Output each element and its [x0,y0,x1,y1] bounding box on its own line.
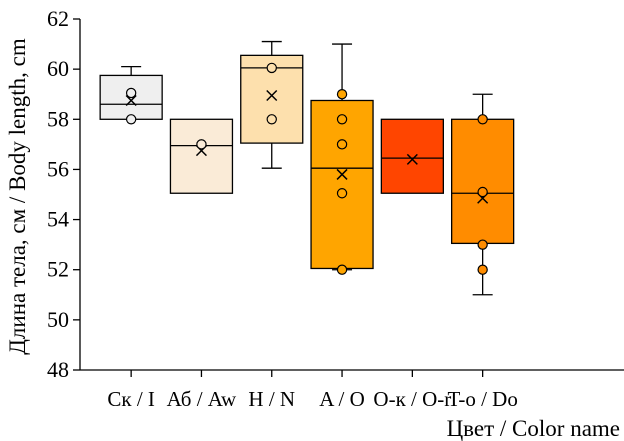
x-tick-label: Аб / Aw [167,387,237,411]
x-tick-label: A / O [319,387,365,411]
x-axis-ticks: Ск / I Аб / Aw H / N A / O O-к / O-rT-o / Do [107,370,518,411]
x-tick-label: H / N [248,387,295,411]
box [169,118,234,194]
y-tick-label: 52 [47,257,69,282]
data-point [125,114,137,125]
data-point [336,188,348,199]
box-group [450,93,515,296]
box-group [99,65,163,125]
data-point [336,89,348,100]
box [380,118,445,194]
y-tick-label: 56 [47,156,69,181]
data-point [125,87,137,99]
x-tick-label: Ск / I [107,387,155,411]
y-axis-ticks: 48 50 52 54 56 58 60 62 [47,6,80,382]
mean-marker [125,94,137,107]
box-group [169,118,234,194]
y-tick-label: 60 [47,56,69,81]
data-point [336,139,348,150]
box [450,118,515,245]
y-tick-label: 62 [47,6,69,31]
box [310,99,374,270]
y-tick-label: 54 [47,207,69,232]
x-tick-label: T-o / Do [447,387,517,411]
mean-marker [336,168,348,180]
data-point [477,186,488,198]
y-tick-label: 58 [47,106,69,131]
data-point [477,114,488,125]
data-point [336,264,348,275]
box-group [240,40,304,169]
x-axis-label: Цвет / Color name [447,416,620,441]
data-point [336,114,348,125]
data-point [266,62,277,74]
y-tick-label: 48 [47,357,69,382]
data-point [266,114,277,125]
box-group [310,43,374,275]
y-tick-label: 50 [47,307,69,332]
mean-marker [266,89,278,101]
box-plot-series [99,40,515,296]
mean-marker [406,153,418,165]
y-axis-label: Длина тела, см / Body length, cm [5,38,30,355]
data-point [477,239,488,250]
data-point [196,139,207,150]
x-tick-label: O-к / O-r [373,387,451,411]
box-group [380,118,445,194]
data-point [477,264,488,275]
